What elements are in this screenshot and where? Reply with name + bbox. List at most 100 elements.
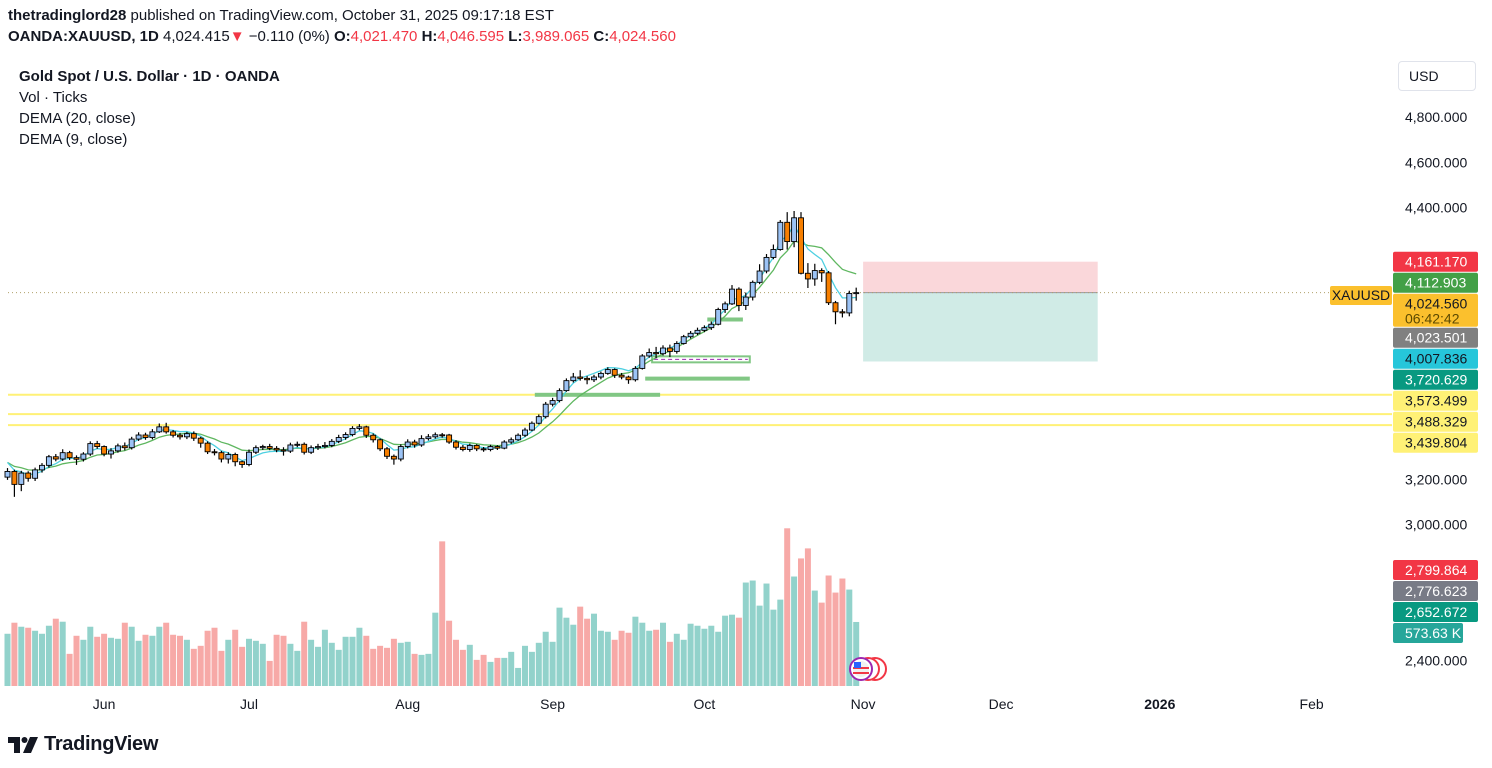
candle-body [135, 434, 142, 440]
candle [632, 366, 639, 382]
zone-box [651, 355, 751, 364]
volume-bar [73, 635, 80, 686]
legend-volume[interactable]: Vol · Ticks [19, 89, 88, 106]
volume-bar [763, 583, 770, 686]
volume-bar [211, 627, 218, 686]
currency-button[interactable]: USD [1398, 61, 1476, 91]
candle-body [618, 374, 625, 378]
author-name[interactable]: thetradinglord28 [8, 7, 127, 24]
candle [708, 321, 715, 330]
candle-body [591, 376, 597, 381]
candle-body [4, 471, 11, 478]
volume-bar [570, 624, 577, 686]
candle-body [18, 472, 25, 485]
candle [591, 374, 597, 383]
candle-body [777, 221, 784, 250]
volume-bar [114, 638, 121, 686]
candle-body [522, 429, 528, 436]
candle [722, 301, 729, 313]
candle [114, 443, 121, 453]
candle [321, 442, 328, 449]
volume-bar [390, 638, 397, 686]
volume-bar [425, 653, 432, 686]
volume-bar [190, 648, 197, 686]
volume-bar [584, 618, 591, 686]
volume-bar [432, 612, 439, 686]
candle [570, 372, 577, 383]
price-axis-label-text: 4,161.170 [1405, 254, 1467, 270]
volume-bar [846, 589, 853, 686]
volume-bar [59, 621, 66, 686]
candle [846, 290, 853, 317]
candle-body [370, 434, 377, 441]
volume-bar [52, 618, 59, 686]
volume-bar [218, 650, 225, 686]
candle [729, 285, 735, 305]
candle-body [853, 292, 860, 295]
price-axis-label-bg [1393, 369, 1478, 390]
volume-bar [591, 613, 597, 686]
price-axis-label-text: 3,439.804 [1405, 435, 1467, 451]
candle-body [694, 329, 701, 334]
candle [604, 367, 611, 375]
volume-bar [508, 651, 515, 686]
candle [377, 438, 384, 452]
price-axis-label: 3,573.499 [1393, 390, 1478, 411]
candle [239, 460, 246, 468]
candle-body [425, 436, 432, 440]
legend-dema-20[interactable]: DEMA (20, close) [19, 110, 136, 127]
zone-bar [645, 376, 750, 381]
candle [170, 430, 177, 438]
price-axis-label-text: 4,112.903 [1405, 275, 1466, 291]
volume-bar [784, 528, 791, 686]
candle-body [121, 445, 128, 449]
volume-bar [328, 642, 335, 686]
volume-bar [232, 629, 239, 686]
candle-body [563, 380, 570, 392]
candle [549, 397, 556, 407]
candle-body [287, 444, 294, 452]
legend-dema-9[interactable]: DEMA (9, close) [19, 131, 128, 148]
legend-title[interactable]: Gold Spot / U.S. Dollar · 1D · OANDA [19, 68, 280, 85]
candle [59, 449, 66, 461]
candle [128, 436, 135, 450]
candle [542, 401, 549, 419]
volume-bar [632, 616, 639, 686]
candle-body [411, 441, 418, 446]
price-axis-label-bg [1393, 581, 1478, 602]
candle-body [459, 446, 466, 450]
candle-body [715, 309, 722, 325]
volume-bar [597, 630, 604, 686]
volume-bar [446, 620, 453, 686]
candle [673, 341, 680, 354]
candle [80, 452, 87, 462]
candle-body [273, 447, 280, 451]
candle-body [197, 437, 204, 444]
candle-body [528, 422, 535, 431]
symbol-interval: OANDA:XAUUSD, 1D [8, 28, 159, 45]
volume-bar [294, 650, 301, 686]
candle [190, 431, 197, 441]
flag-canton [854, 662, 861, 668]
candle-body [653, 352, 660, 355]
high-value: 4,046.595 [437, 28, 505, 45]
candle [653, 346, 660, 359]
zone-bar [707, 317, 743, 322]
volume-bar [791, 576, 798, 686]
candle-body [542, 403, 549, 418]
candle-body [508, 439, 515, 443]
candle [770, 244, 777, 260]
volume-bar [825, 575, 832, 686]
price-axis-label-text: 2,799.864 [1405, 562, 1467, 578]
candle-body [673, 343, 680, 352]
volume-bar [556, 607, 563, 686]
price-axis-label-text: 3,573.499 [1405, 393, 1467, 409]
candle [791, 210, 798, 248]
volume-bar [66, 653, 73, 686]
x-axis-tick-label: Jun [93, 696, 116, 712]
candle-body [94, 443, 101, 448]
volume-bar [384, 647, 390, 686]
candle [646, 348, 653, 358]
volume-bar [342, 636, 349, 686]
